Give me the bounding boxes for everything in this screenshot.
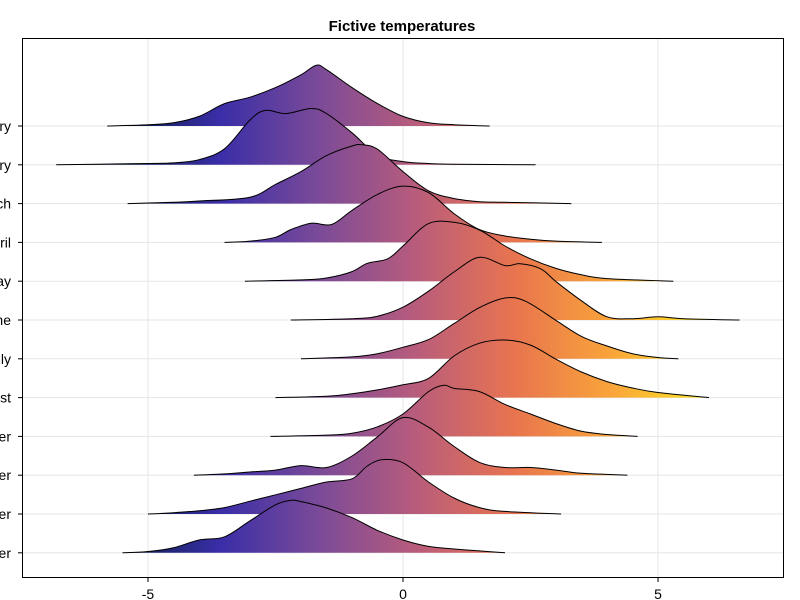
ridge-outline [56,107,536,166]
ridge-june [290,256,740,321]
ridge-outline [244,220,674,282]
ridge-september [270,384,638,437]
ridge-outline [290,256,740,321]
ridge-fill [275,339,709,398]
ridge-outline [300,297,679,360]
ridge-outline [275,339,710,399]
ridge-november [147,458,562,515]
ridge-fill [127,144,572,204]
ridge-october [193,416,628,476]
ridges [56,64,740,554]
ridge-january [107,64,490,127]
y-tick-label: ly [1,351,11,367]
ridge-december [122,499,506,554]
ridge-outline [107,64,490,127]
ridge-fill [224,186,602,243]
ridge-march [127,143,572,205]
ridge-fill [244,221,674,282]
ridge-outline [270,384,638,437]
y-tick-label: st [0,390,11,406]
ridge-fill [122,500,505,553]
y-tick-label: ne [0,312,11,328]
y-tick-label: ay [0,273,11,289]
y-tick-label: ril [0,234,11,250]
ridge-outline [193,416,628,476]
ridge-fill [270,385,638,437]
ridge-april [224,185,602,243]
ridge-outline [224,185,602,243]
y-tick-label: ry [0,157,11,173]
ridge-outline [147,458,562,515]
ticks: -5 0 5 ry ry ch ril ay ne ly st er er er er [0,118,662,600]
y-tick-label: er [0,545,11,561]
y-tick-label: er [0,506,11,522]
y-tick-label: ch [0,196,11,212]
ridge-fill [193,417,628,476]
ridge-february [56,107,536,166]
ridge-may [244,220,674,282]
x-tick-label: 0 [399,586,407,600]
ridge-fill [301,297,679,359]
ridge-fill [107,64,490,126]
chart-title: Fictive temperatures [329,18,476,35]
ridge-fill [56,108,536,165]
ridge-july [300,297,679,360]
ridge-august [275,339,710,399]
x-tick-label: 5 [654,586,662,600]
ridge-outline [122,499,506,554]
ridge-fill [290,257,740,320]
ridge-outline [127,143,572,205]
x-tick-label: -5 [142,586,155,600]
y-tick-label: er [0,428,11,444]
y-tick-label: ry [0,118,11,134]
y-tick-label: er [0,467,11,483]
